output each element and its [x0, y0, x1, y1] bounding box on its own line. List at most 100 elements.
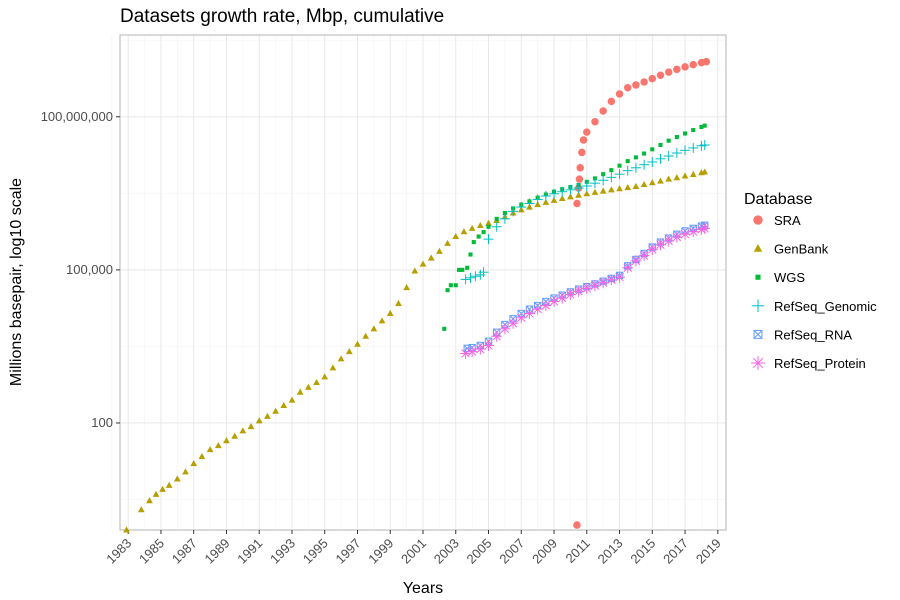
data-point	[337, 355, 345, 362]
data-point	[499, 323, 511, 335]
data-point	[689, 60, 697, 69]
data-point	[456, 267, 462, 272]
legend-label: RefSeq_Protein	[774, 356, 866, 371]
data-point	[699, 222, 711, 234]
data-point	[599, 107, 607, 115]
data-point	[313, 378, 320, 386]
data-point	[247, 423, 255, 430]
data-point	[622, 165, 633, 176]
legend-item-refseq-rna: RefSeq_RNA	[753, 327, 852, 342]
data-point	[491, 221, 502, 232]
data-point	[630, 255, 642, 267]
data-point	[573, 183, 584, 194]
data-point	[681, 172, 689, 179]
data-point	[182, 468, 189, 475]
data-point	[658, 142, 663, 148]
data-point	[516, 202, 527, 213]
legend-item-sra: SRA	[753, 213, 801, 228]
data-point	[523, 307, 535, 319]
data-point	[567, 193, 574, 200]
data-point	[589, 280, 601, 292]
data-point	[476, 234, 481, 239]
grid	[111, 35, 726, 530]
data-point	[146, 497, 153, 504]
data-point	[573, 285, 585, 297]
data-point	[223, 437, 230, 444]
data-point	[296, 388, 304, 395]
data-point	[515, 312, 527, 324]
data-point	[573, 199, 581, 208]
x-tick-label: 1985	[136, 536, 167, 567]
data-point	[474, 343, 486, 355]
data-point	[395, 299, 402, 306]
data-point	[616, 185, 623, 192]
data-point	[465, 272, 476, 283]
x-tick-label: 2013	[595, 536, 626, 567]
y-axis-label: Millions basepair, log10 scale	[8, 178, 25, 386]
data-point	[288, 396, 296, 403]
data-point	[321, 373, 329, 380]
series-genbank	[123, 168, 709, 533]
data-point	[540, 191, 551, 202]
legend-key-icon	[751, 299, 765, 313]
data-point	[460, 347, 472, 359]
data-point	[190, 460, 198, 467]
data-point	[609, 168, 614, 173]
data-point	[655, 153, 666, 164]
data-point	[589, 178, 600, 189]
data-point	[699, 139, 710, 150]
data-point	[624, 183, 632, 191]
data-point	[165, 481, 173, 488]
data-point	[654, 239, 666, 251]
data-point	[444, 239, 451, 246]
series-refseq-protein	[460, 222, 711, 359]
data-point	[386, 309, 394, 316]
data-point	[680, 145, 691, 156]
data-point	[264, 412, 271, 419]
legend-key-icon	[753, 329, 763, 339]
legend: Database SRA GenBank WGS RefSeq_Genomic RefS…	[744, 191, 877, 371]
data-point	[470, 271, 481, 282]
data-point	[699, 124, 704, 130]
data-point	[532, 194, 543, 205]
data-point	[687, 226, 699, 238]
data-point	[632, 182, 640, 190]
x-axis-label: Years	[403, 580, 443, 597]
data-point	[550, 196, 558, 203]
data-point	[576, 164, 584, 172]
data-point	[581, 283, 593, 295]
data-points	[123, 57, 711, 533]
data-point	[664, 68, 673, 76]
data-point	[481, 230, 486, 235]
legend-item-genbank: GenBank	[753, 242, 829, 257]
x-tick-label: 2015	[627, 536, 658, 567]
data-point	[419, 260, 427, 267]
data-point	[679, 228, 691, 240]
data-point	[591, 188, 599, 195]
data-point	[491, 330, 503, 342]
data-point	[671, 147, 682, 158]
data-point	[542, 198, 550, 205]
x-tick-label: 2019	[693, 536, 724, 567]
data-point	[656, 71, 665, 80]
data-point	[681, 63, 689, 71]
x-tick-label: 2009	[529, 536, 560, 567]
legend-label: GenBank	[774, 242, 829, 257]
data-point	[239, 427, 247, 434]
data-point	[632, 81, 640, 89]
data-point	[666, 138, 671, 143]
data-point	[370, 325, 378, 332]
data-point	[453, 283, 458, 288]
x-tick-label: 2005	[464, 536, 495, 567]
data-point	[557, 186, 568, 197]
data-point	[606, 172, 617, 183]
data-point	[575, 175, 584, 183]
data-point	[354, 340, 361, 347]
data-point	[255, 417, 263, 424]
data-point	[476, 221, 484, 229]
data-point	[478, 267, 489, 278]
data-point	[663, 151, 674, 162]
data-point	[483, 339, 495, 351]
data-point	[471, 240, 476, 245]
x-tick-label: 2007	[496, 536, 527, 567]
